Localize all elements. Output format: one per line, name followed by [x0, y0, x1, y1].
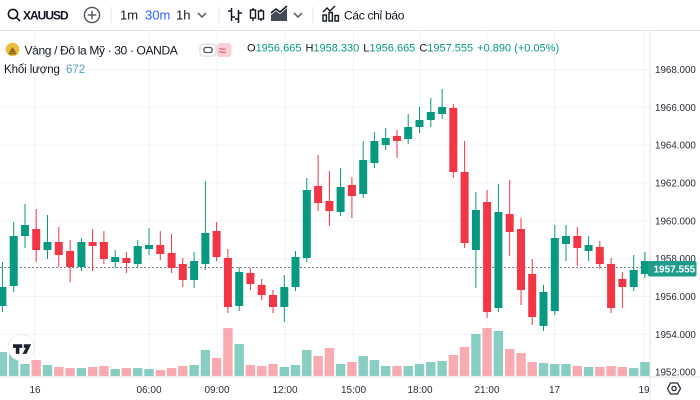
svg-text:1952.000: 1952.000 [655, 368, 696, 379]
svg-text:21:00: 21:00 [474, 385, 499, 396]
svg-text:16: 16 [29, 385, 41, 396]
svg-text:15:00: 15:00 [341, 385, 366, 396]
svg-text:18:00: 18:00 [407, 385, 432, 396]
svg-text:1954.000: 1954.000 [655, 330, 696, 341]
svg-text:1956.000: 1956.000 [655, 292, 696, 303]
svg-text:19: 19 [638, 385, 650, 396]
svg-text:1964.000: 1964.000 [655, 141, 696, 152]
svg-text:672: 672 [66, 64, 85, 76]
svg-text:1966.000: 1966.000 [655, 103, 696, 114]
svg-text:Các chỉ báo: Các chỉ báo [344, 9, 405, 23]
svg-text:30m: 30m [145, 8, 170, 23]
svg-text:1957.555: 1957.555 [654, 264, 696, 275]
svg-text:≈: ≈ [219, 43, 227, 58]
svg-text:Vàng / Đô la Mỹ · 30 · OANDA: Vàng / Đô la Mỹ · 30 · OANDA [25, 44, 178, 58]
svg-text:XAUUSD: XAUUSD [23, 9, 69, 23]
svg-text:09:00: 09:00 [204, 385, 229, 396]
svg-text:12:00: 12:00 [272, 385, 297, 396]
svg-text:1960.000: 1960.000 [655, 216, 696, 227]
svg-text:06:00: 06:00 [136, 385, 161, 396]
svg-text:1958.000: 1958.000 [655, 254, 696, 265]
svg-text:17: 17 [549, 385, 561, 396]
svg-text:1962.000: 1962.000 [655, 179, 696, 190]
svg-text:1968.000: 1968.000 [655, 65, 696, 76]
svg-text:1h: 1h [176, 8, 190, 23]
svg-text:1m: 1m [120, 8, 138, 23]
svg-text:Khối lượng: Khối lượng [4, 64, 60, 76]
